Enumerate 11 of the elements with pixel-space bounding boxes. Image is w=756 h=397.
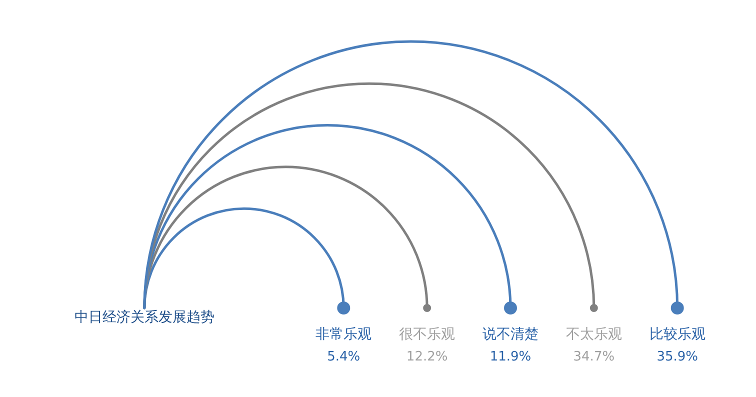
data-label: 34.7% <box>573 349 615 364</box>
data-label: 11.9% <box>490 349 532 364</box>
data-label: 5.4% <box>327 349 360 364</box>
text: 中日经济关系发展趋势 <box>74 310 214 326</box>
category-label: 说不清楚 <box>482 326 538 343</box>
category-label: 很不乐观 <box>399 326 456 343</box>
data-label: 12.2% <box>406 349 448 364</box>
data-label: 35.9% <box>656 349 698 364</box>
category-label: 比较乐观 <box>649 326 706 343</box>
category-label: 非常乐观 <box>316 326 372 343</box>
category-label: 不太乐观 <box>566 326 622 343</box>
